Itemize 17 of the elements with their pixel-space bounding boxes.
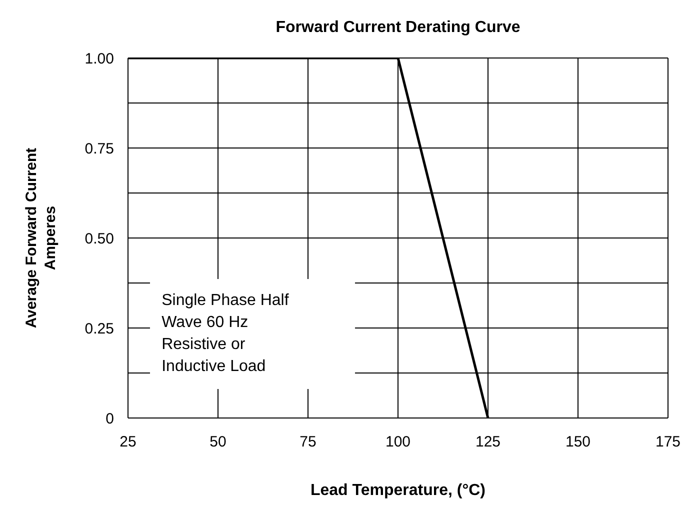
x-tick-label: 100 [385, 434, 411, 451]
x-tick-label: 150 [565, 434, 591, 451]
x-tick-label: 125 [475, 434, 501, 451]
y-tick-label: 0 [106, 410, 114, 428]
x-axis-title: Lead Temperature, (°C) [309, 482, 487, 500]
x-tick-label: 50 [210, 434, 226, 451]
y-tick-label: 0.25 [84, 320, 114, 338]
x-tick-label: 25 [120, 434, 136, 451]
annotation: Single Phase Half Wave 60 Hz Resistive or Inductive Load [162, 291, 290, 378]
x-tick-label: 75 [300, 434, 316, 451]
y-tick-label: 0.50 [84, 230, 114, 248]
y-tick-label: 1.00 [84, 50, 114, 68]
y-tick-label: 0.75 [84, 140, 114, 158]
chart-title: Forward Current Derating Curve [274, 18, 522, 38]
x-tick-label: 175 [655, 434, 681, 451]
note-box: Single Phase Half Wave 60 Hz Resistive or Inductive Load [150, 279, 355, 390]
y-axis-title: Average Forward Current Amperes [22, 146, 60, 330]
